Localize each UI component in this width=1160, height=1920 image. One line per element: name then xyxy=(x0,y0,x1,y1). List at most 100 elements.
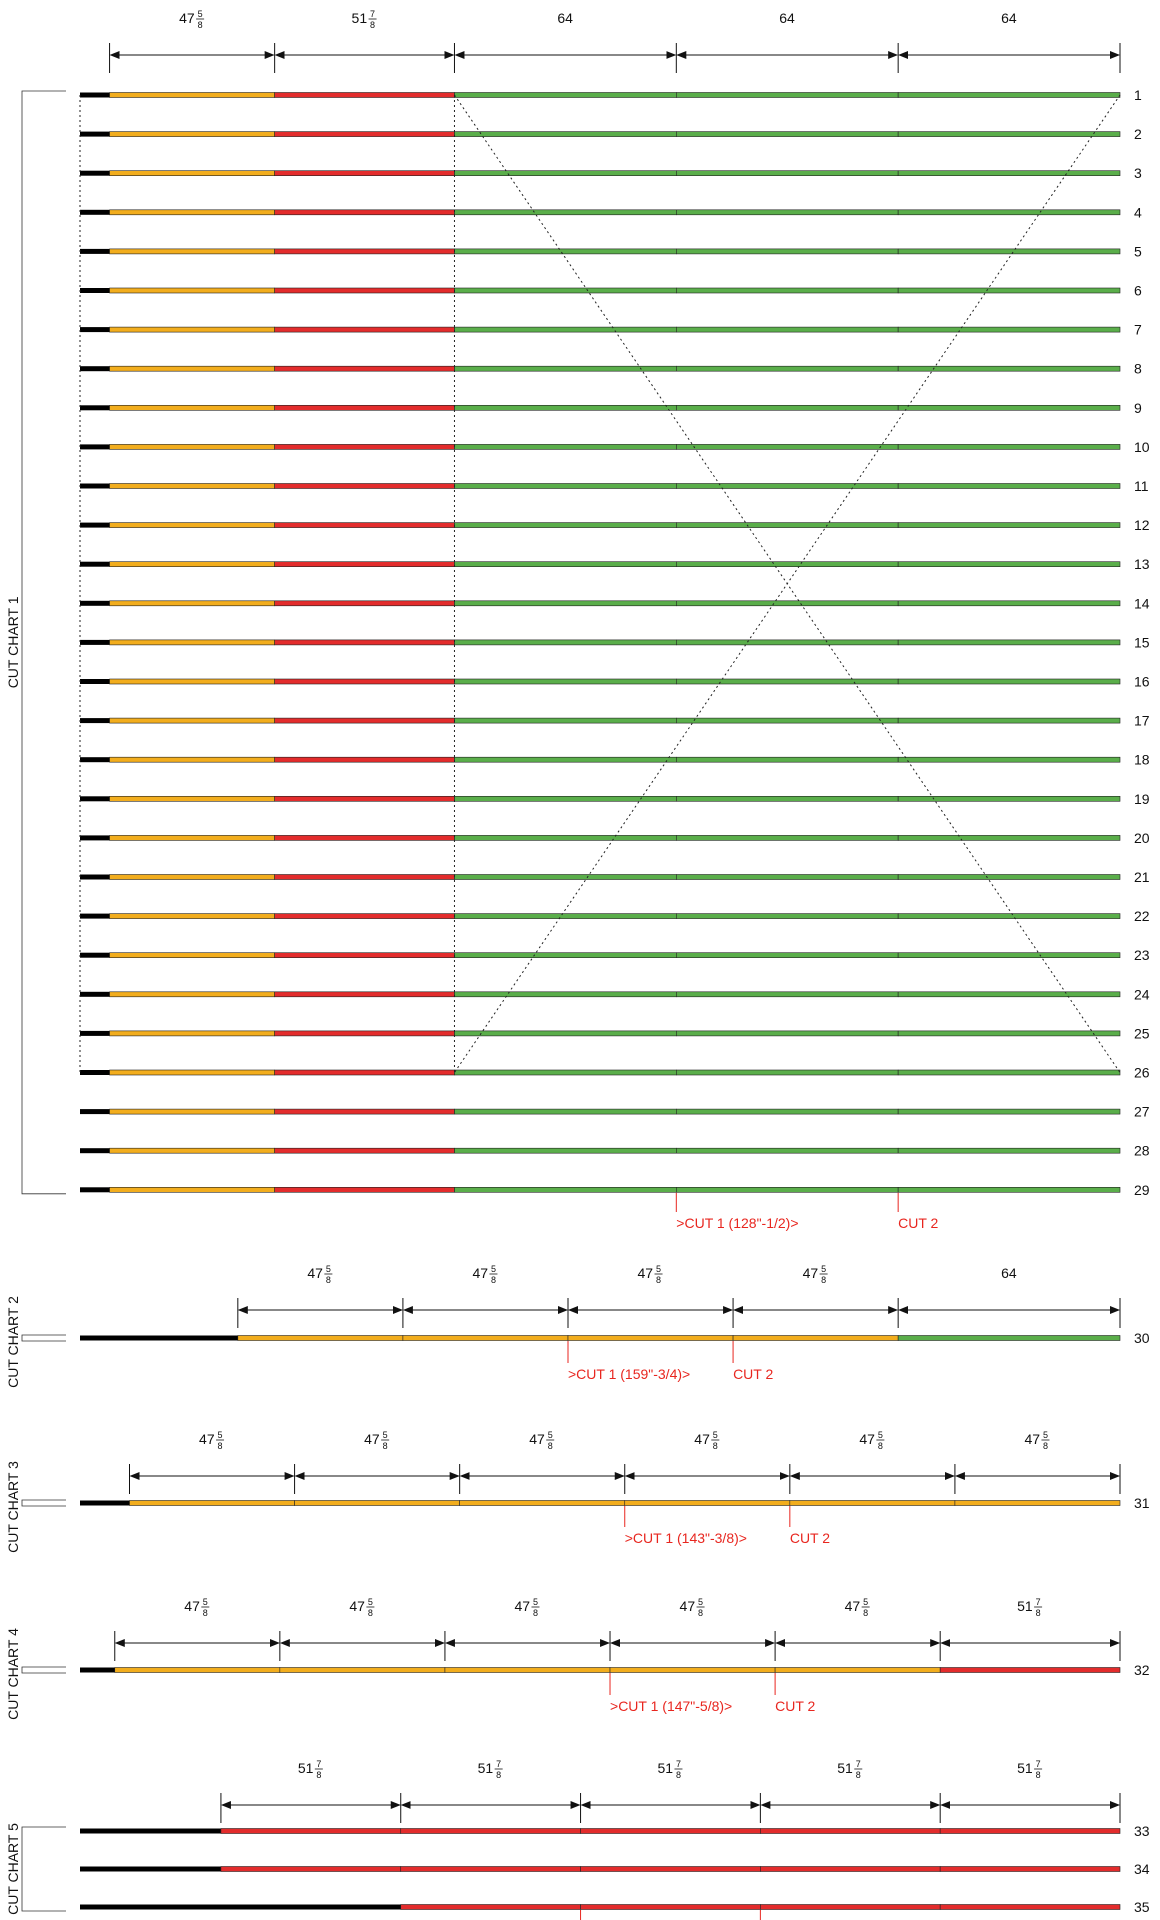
board-row: 27 xyxy=(80,1104,1150,1120)
board-segment-green xyxy=(676,600,899,607)
chart-bracket: CUT CHART 5 xyxy=(5,1823,66,1915)
board-segment-red xyxy=(274,326,455,333)
dimension-whole: 51 xyxy=(298,1760,314,1776)
board-segment-red xyxy=(939,1828,1121,1834)
dimension-label: 47 58 xyxy=(184,1597,210,1618)
board-lead xyxy=(80,170,110,176)
fraction-numerator: 7 xyxy=(1036,1759,1041,1769)
board-lead xyxy=(80,288,110,293)
board-lead xyxy=(80,444,110,450)
board-row: 31 xyxy=(80,1495,1150,1511)
cut-marker: >CUT 1 (159"-3/4)> xyxy=(567,1341,690,1382)
board-segment-green xyxy=(454,209,677,216)
board-segment-red xyxy=(274,131,455,137)
dimension-label: 47 58 xyxy=(845,1597,870,1618)
board-segment-green xyxy=(676,209,899,216)
board-row: 33 xyxy=(80,1823,1150,1839)
board-segment-green xyxy=(897,756,1121,763)
dimension-whole: 47 xyxy=(179,10,195,26)
board-lead xyxy=(80,1904,401,1910)
board-segment-green xyxy=(897,1069,1121,1076)
board-row: 32 xyxy=(80,1662,1150,1678)
dimension-whole: 47 xyxy=(472,1265,488,1281)
board-segment-green xyxy=(454,444,677,450)
board-segment-orange xyxy=(109,835,275,841)
row-number: 9 xyxy=(1134,400,1142,416)
board-segment-orange xyxy=(789,1500,956,1506)
board-segment-red xyxy=(274,678,455,685)
board-lead xyxy=(80,796,110,802)
board-segment-orange xyxy=(109,795,275,802)
fraction-denominator: 8 xyxy=(821,1275,826,1285)
board-segment-orange xyxy=(279,1667,446,1673)
board-segment-red xyxy=(760,1904,941,1910)
dimension-line xyxy=(237,1298,1121,1328)
bracket-line xyxy=(21,1334,66,1342)
board-segment-red xyxy=(400,1904,581,1910)
bracket-line xyxy=(21,90,66,1195)
chart-bracket: CUT CHART 3 xyxy=(5,1461,66,1553)
dimension-whole: 64 xyxy=(779,10,795,26)
fraction-numerator: 5 xyxy=(533,1597,538,1607)
board-segment-green xyxy=(897,209,1121,216)
board-segment-green xyxy=(897,1335,1121,1341)
cut-chart-2: 30 >CUT 1 (159"-3/4)> CUT 2 CUT CHART 2 xyxy=(5,1296,1150,1388)
bracket-line xyxy=(21,1826,66,1912)
board-segment-red xyxy=(274,913,455,919)
board-segment-orange xyxy=(129,1500,295,1506)
board-segment-green xyxy=(454,131,677,137)
dimension-whole: 51 xyxy=(837,1760,853,1776)
board-lead xyxy=(80,248,110,254)
board-segment-red xyxy=(274,1030,455,1037)
dimension-label: 47 58 xyxy=(349,1597,375,1618)
board-segment-green xyxy=(676,131,899,137)
row-number: 6 xyxy=(1134,283,1142,299)
board-segment-orange xyxy=(109,248,275,255)
board-segment-green xyxy=(676,874,899,880)
board-segment-orange xyxy=(109,522,275,528)
dimension-label: 47 58 xyxy=(364,1430,390,1451)
board-row: 25 xyxy=(80,1025,1150,1041)
fraction-denominator: 8 xyxy=(218,1441,223,1451)
board-segment-red xyxy=(274,756,455,763)
board-segment-green xyxy=(897,561,1121,568)
board-segment-red xyxy=(274,248,455,255)
row-number: 4 xyxy=(1134,204,1142,220)
board-segment-red xyxy=(274,561,455,568)
fraction-numerator: 5 xyxy=(698,1597,703,1607)
dimension-whole: 47 xyxy=(638,1265,654,1281)
dimension-whole: 47 xyxy=(199,1431,215,1447)
dimension-label: 51 78 xyxy=(837,1759,863,1780)
board-segment-green xyxy=(676,170,899,176)
dimension-whole: 47 xyxy=(514,1598,530,1614)
board-segment-green xyxy=(454,1187,677,1193)
dimension-label: 47 58 xyxy=(638,1264,663,1285)
board-lead xyxy=(80,600,110,606)
board-segment-red xyxy=(580,1866,761,1872)
board-segment-green xyxy=(454,365,677,372)
board-segment-green xyxy=(676,365,899,372)
fraction-denominator: 8 xyxy=(383,1441,388,1451)
fraction-numerator: 5 xyxy=(203,1597,208,1607)
row-number: 5 xyxy=(1134,243,1142,259)
board-segment-orange xyxy=(109,131,275,137)
board-lead xyxy=(80,952,110,958)
board-segment-green xyxy=(897,639,1121,646)
board-segment-green xyxy=(454,600,677,607)
dimension-whole: 51 xyxy=(657,1760,673,1776)
board-lead xyxy=(80,1667,115,1673)
row-number: 34 xyxy=(1134,1861,1150,1877)
row-number: 2 xyxy=(1134,126,1142,142)
board-segment-red xyxy=(274,170,455,176)
cut-marker: CUT 2 xyxy=(732,1341,773,1382)
board-segment-red xyxy=(274,1069,455,1076)
board-segment-green xyxy=(897,365,1121,372)
board-segment-orange xyxy=(114,1667,281,1673)
board-segment-green xyxy=(897,600,1121,607)
board-segment-green xyxy=(897,131,1121,137)
cut-label: >CUT 1 (147"-5/8)> xyxy=(610,1698,732,1714)
fraction-numerator: 5 xyxy=(863,1597,868,1607)
fraction-numerator: 7 xyxy=(496,1759,501,1769)
cut-marker: CUT 2 xyxy=(759,1910,761,1920)
board-lead xyxy=(80,561,110,567)
